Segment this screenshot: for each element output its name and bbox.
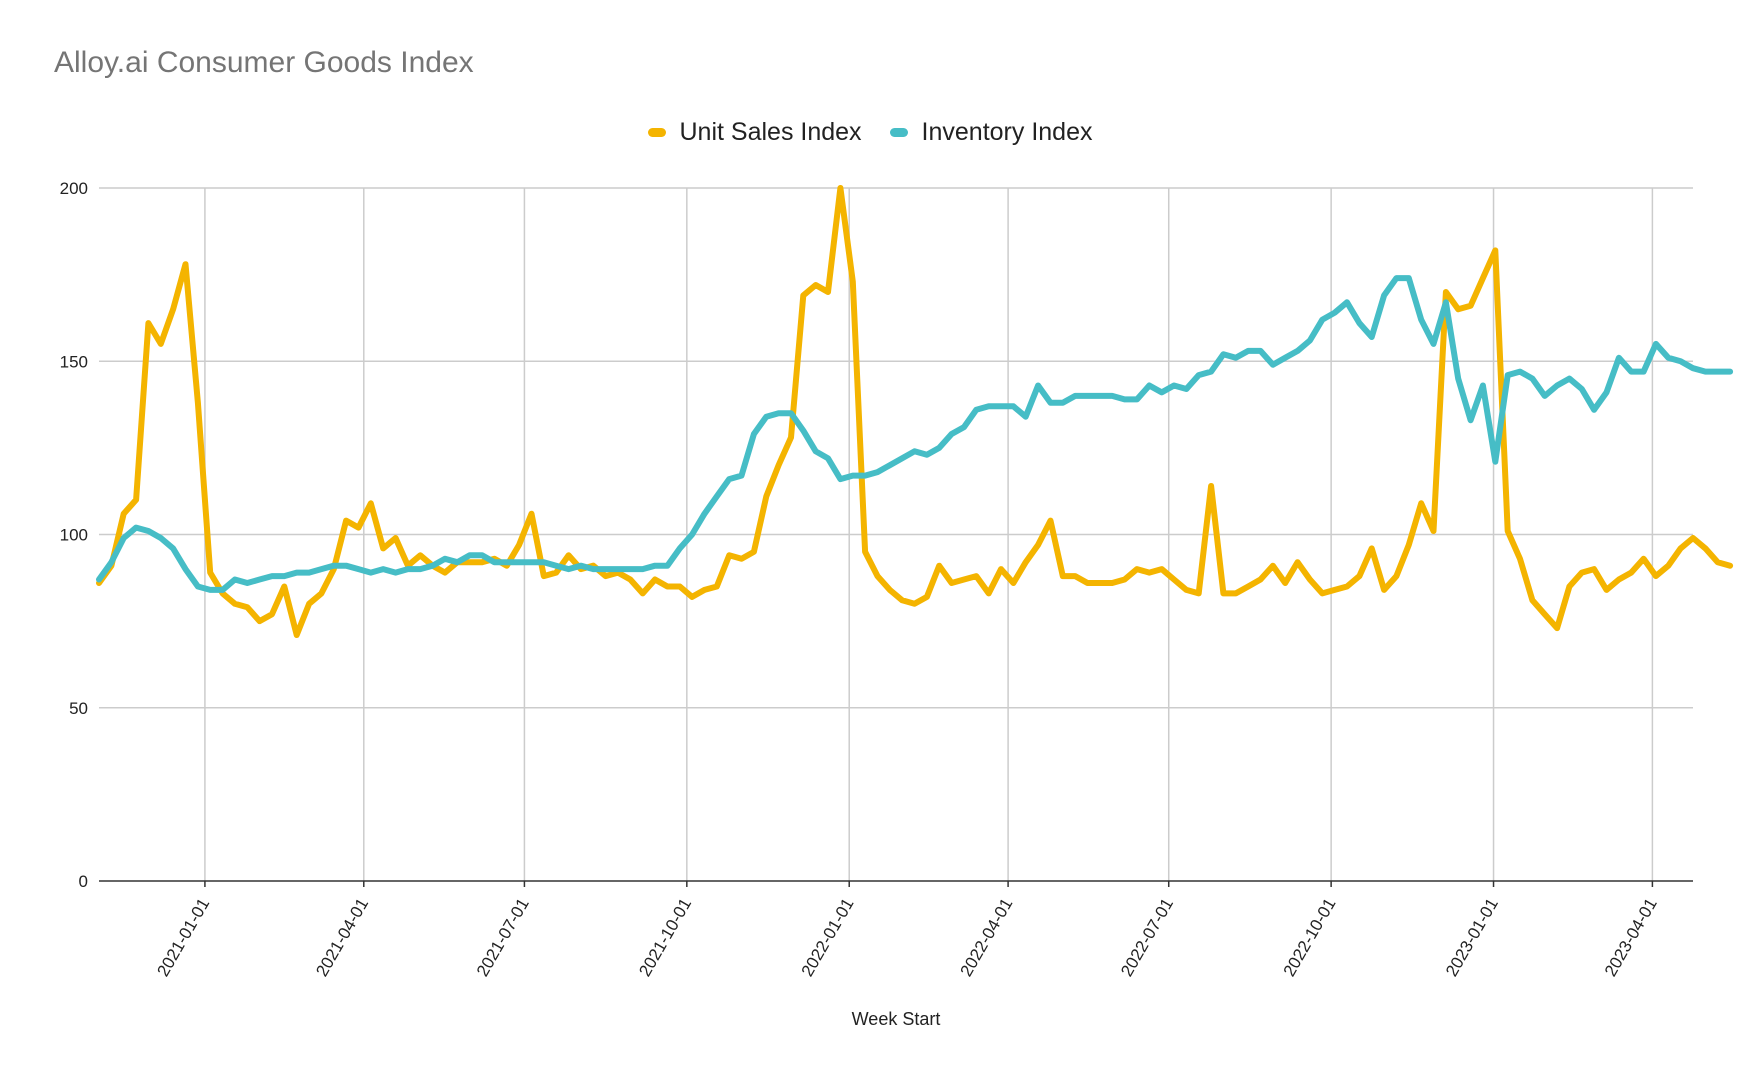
y-tick-label: 200 bbox=[60, 179, 88, 198]
x-tick-label: 2021-01-01 bbox=[153, 895, 213, 980]
legend-swatch-inventory bbox=[889, 128, 908, 137]
unit-sales-line bbox=[96, 185, 1734, 638]
x-tick-label: 2022-01-01 bbox=[798, 895, 858, 980]
y-tick-label: 50 bbox=[69, 699, 88, 718]
legend-swatch-unit-sales bbox=[647, 128, 666, 137]
legend-item-inventory[interactable]: Inventory Index bbox=[889, 118, 1093, 147]
legend-label-unit-sales: Unit Sales Index bbox=[679, 118, 862, 146]
y-tick-label: 100 bbox=[60, 526, 88, 545]
x-tick-label: 2021-04-01 bbox=[312, 895, 372, 980]
chart-title: Alloy.ai Consumer Goods Index bbox=[54, 46, 474, 79]
x-axis-label: Week Start bbox=[852, 1009, 941, 1029]
x-tick-label: 2021-10-01 bbox=[635, 895, 695, 980]
x-tick-label: 2022-10-01 bbox=[1280, 895, 1340, 980]
legend-label-inventory: Inventory Index bbox=[921, 118, 1093, 146]
y-tick-label: 150 bbox=[60, 352, 88, 371]
inventory-line bbox=[96, 275, 1734, 593]
y-tick-label: 0 bbox=[79, 872, 88, 891]
legend-item-unit-sales[interactable]: Unit Sales Index bbox=[647, 118, 862, 147]
x-tick-label: 2022-04-01 bbox=[957, 895, 1017, 980]
x-tick-label: 2023-01-01 bbox=[1442, 895, 1502, 980]
legend: Unit Sales Index Inventory Index bbox=[0, 118, 1740, 147]
x-tick-label: 2022-07-01 bbox=[1117, 895, 1177, 980]
x-tick-label: 2023-04-01 bbox=[1601, 895, 1661, 980]
x-tick-label: 2021-07-01 bbox=[473, 895, 533, 980]
